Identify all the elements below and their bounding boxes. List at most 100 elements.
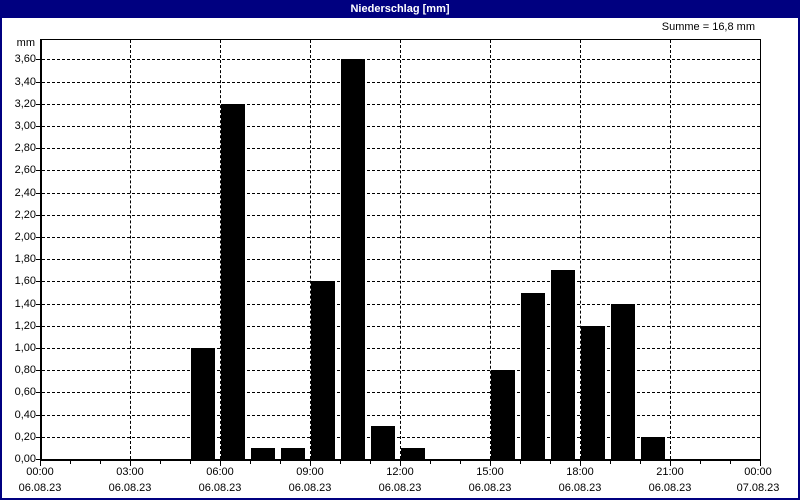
gridline-horizontal — [42, 414, 760, 416]
bar — [581, 325, 605, 459]
x-tick-time-label: 06:00 — [206, 466, 234, 478]
gridline-vertical — [220, 40, 221, 459]
x-tick-date-label: 06.08.23 — [648, 482, 692, 494]
y-tick-label: 1,80 — [14, 253, 36, 266]
bar — [341, 59, 365, 459]
y-tick-label: 0,00 — [14, 453, 36, 465]
x-axis-major-tick — [220, 461, 221, 466]
bar — [221, 103, 245, 459]
gridline-horizontal — [42, 192, 760, 194]
x-axis-minor-tick — [250, 461, 251, 464]
y-axis-tick — [36, 348, 40, 349]
y-tick-label: 2,80 — [14, 142, 36, 155]
x-axis-minor-tick — [550, 461, 551, 464]
x-axis-major-tick — [760, 461, 761, 466]
y-axis-tick — [36, 259, 40, 261]
x-axis-minor-tick — [160, 461, 161, 464]
bar — [611, 303, 635, 459]
y-axis-tick — [36, 392, 40, 394]
bar — [641, 436, 665, 459]
y-tick-label: 0,80 — [14, 364, 36, 377]
x-tick-date-label: 06.08.23 — [558, 482, 602, 494]
gridline-horizontal — [42, 392, 760, 394]
gridline-horizontal — [42, 436, 760, 438]
y-tick-label: 3,20 — [14, 97, 36, 110]
bar — [401, 447, 425, 459]
y-tick-label: 0,20 — [14, 430, 36, 443]
y-axis-tick — [36, 303, 40, 305]
x-tick-time-label: 00:00 — [744, 466, 772, 478]
y-tick-label: 2,60 — [14, 164, 36, 177]
bar — [311, 281, 335, 459]
x-tick-date-label: 06.08.23 — [468, 482, 512, 494]
x-axis-major-tick — [130, 461, 131, 466]
y-tick-label: 1,00 — [14, 342, 36, 354]
x-tick-time-label: 00:00 — [26, 466, 54, 478]
sum-label: Summe = 16,8 mm — [661, 21, 755, 33]
x-axis-minor-tick — [640, 461, 641, 464]
x-tick-time-label: 03:00 — [116, 466, 144, 478]
y-axis-tick — [36, 459, 40, 460]
x-axis-minor-tick — [700, 461, 701, 464]
bar — [521, 292, 545, 459]
x-axis-minor-tick — [280, 461, 281, 464]
y-axis-tick — [36, 370, 40, 372]
y-tick-label: 1,60 — [14, 275, 36, 288]
y-axis-tick — [36, 281, 40, 283]
y-tick-label: 2,40 — [14, 186, 36, 199]
gridline-horizontal — [42, 59, 760, 61]
x-tick-date-label: 06.08.23 — [378, 482, 422, 494]
gridline-horizontal — [42, 148, 760, 150]
gridline-vertical — [580, 40, 581, 459]
gridline-horizontal — [42, 281, 760, 283]
y-tick-label: 3,40 — [14, 75, 36, 88]
gridline-horizontal — [42, 214, 760, 216]
gridline-vertical — [130, 40, 131, 459]
x-tick-time-label: 12:00 — [386, 466, 414, 478]
y-tick-label: 1,20 — [14, 319, 36, 332]
x-axis-minor-tick — [610, 461, 611, 464]
y-tick-label: 0,40 — [14, 408, 36, 421]
gridline-horizontal — [42, 370, 760, 372]
x-axis-minor-tick — [460, 461, 461, 464]
x-tick-time-label: 21:00 — [656, 466, 684, 478]
x-axis-major-tick — [490, 461, 491, 466]
gridline-horizontal — [42, 126, 760, 127]
x-tick-date-label: 06.08.23 — [198, 482, 242, 494]
x-tick-date-label: 06.08.23 — [288, 482, 332, 494]
gridline-horizontal — [42, 348, 760, 349]
bar — [551, 270, 575, 459]
x-axis-major-tick — [670, 461, 671, 466]
x-axis-major-tick — [580, 461, 581, 466]
y-tick-label: 3,60 — [14, 53, 36, 66]
y-axis-unit-label: mm — [16, 37, 35, 49]
y-axis-tick — [36, 192, 40, 194]
y-axis-tick — [36, 436, 40, 438]
y-axis-tick — [36, 148, 40, 150]
bar — [251, 447, 275, 459]
gridline-horizontal — [42, 325, 760, 327]
x-axis-minor-tick — [730, 461, 731, 464]
y-tick-label: 2,20 — [14, 208, 36, 221]
y-axis-tick — [36, 214, 40, 216]
x-tick-date-label: 06.08.23 — [18, 482, 62, 494]
y-axis-tick — [36, 103, 40, 105]
x-tick-time-label: 18:00 — [566, 466, 594, 478]
y-axis-tick — [36, 81, 40, 83]
bar — [371, 425, 395, 459]
y-axis-tick — [36, 414, 40, 416]
x-axis-major-tick — [40, 461, 41, 466]
y-axis-tick — [36, 170, 40, 172]
gridline-vertical — [490, 40, 491, 459]
x-tick-date-label: 06.08.23 — [108, 482, 152, 494]
x-axis-minor-tick — [70, 461, 71, 464]
x-tick-time-label: 15:00 — [476, 466, 504, 478]
x-tick-date-label: 07.08.23 — [736, 482, 780, 494]
x-axis-minor-tick — [190, 461, 191, 464]
x-axis-major-tick — [310, 461, 311, 466]
gridline-horizontal — [42, 81, 760, 83]
gridline-vertical — [670, 40, 671, 459]
gridline-horizontal — [42, 103, 760, 105]
y-tick-label: 0,60 — [14, 386, 36, 399]
